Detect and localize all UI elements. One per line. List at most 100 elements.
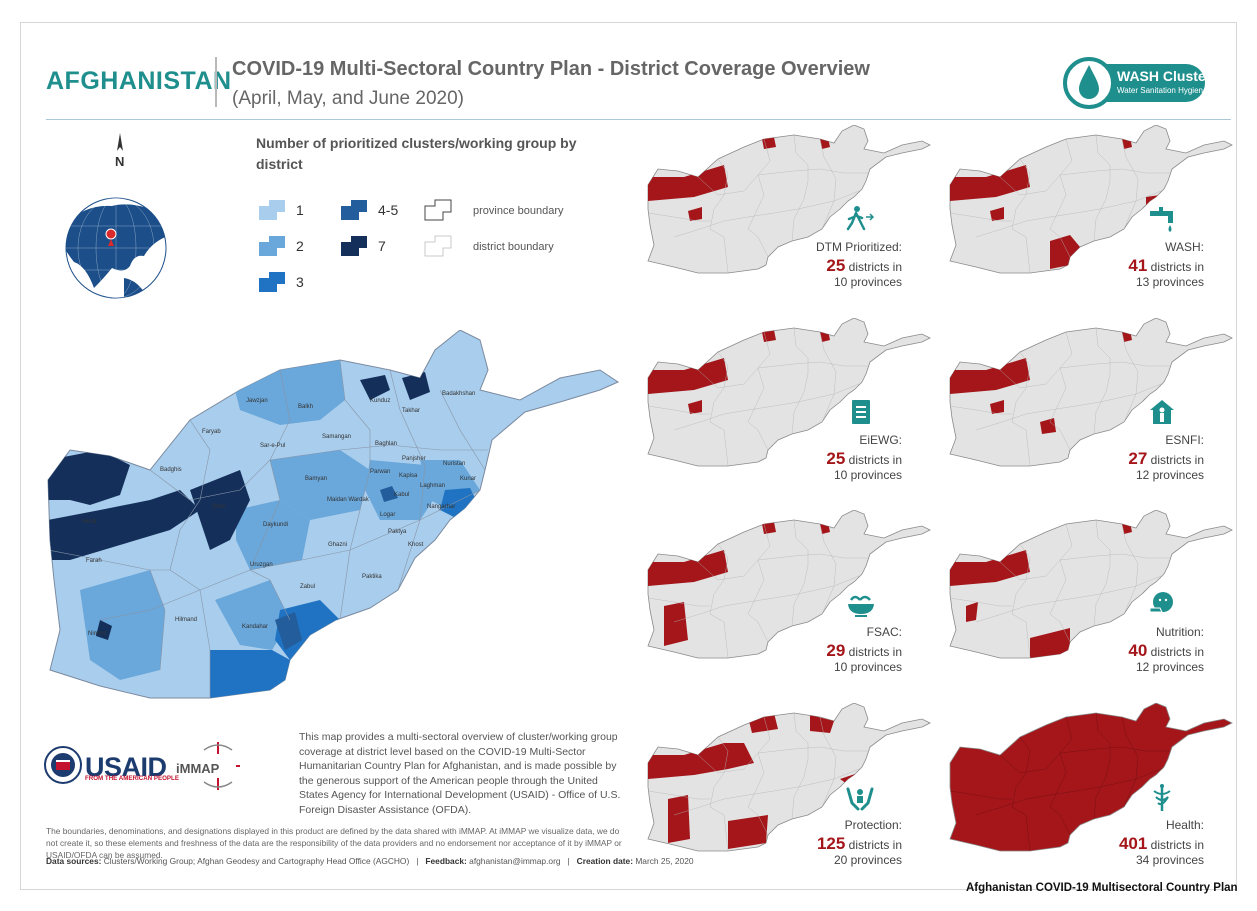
mini-map-5 — [949, 510, 1233, 659]
mini-map-label-7: Health: — [1165, 818, 1204, 832]
mini-map-label-1: WASH: — [1165, 240, 1204, 254]
mini-map-count-4: 29 districts in 10 provinces — [770, 641, 902, 675]
label-kabul: Kabul — [394, 492, 409, 498]
label-takhar: Takhar — [402, 408, 420, 414]
wash-logo-banner — [1095, 64, 1205, 102]
mini-map-district-count-1: 41 — [1128, 256, 1148, 275]
mini-map-label-2: EiEWG: — [859, 433, 902, 447]
immap-logo: iMMAP — [176, 761, 220, 776]
mini-map-count-3: 27 districts in 12 provinces — [1072, 449, 1204, 483]
mini-map-districts-text-2: districts in — [848, 453, 902, 467]
label-logar: Logar — [380, 512, 395, 518]
mini-map-provinces-5: 12 provinces — [1135, 660, 1204, 674]
map-description: This map provides a multi-sectoral overv… — [299, 731, 621, 816]
usaid-tagline: FROM THE AMERICAN PEOPLE — [85, 775, 179, 782]
label-nimroz: Nimroz — [88, 631, 107, 637]
mini-map-districts-text-6: districts in — [848, 838, 902, 852]
feedback-label: Feedback: — [425, 856, 467, 866]
mini-map-district-count-4: 29 — [826, 641, 846, 660]
mini-map-count-5: 40 districts in 12 provinces — [1072, 641, 1204, 675]
shelter-person-icon — [1150, 400, 1174, 424]
label-bamyan: Bamyan — [305, 476, 327, 482]
mini-map-count-2: 25 districts in 10 provinces — [770, 449, 902, 483]
label-faryab: Faryab — [202, 429, 221, 435]
label-zabul: Zabul — [300, 584, 315, 590]
label-ghor: Ghor — [212, 504, 225, 510]
mini-map-districts-text-5: districts in — [1150, 645, 1204, 659]
mini-map-provinces-0: 10 provinces — [833, 275, 902, 289]
mini-map-label-5: Nutrition: — [1155, 625, 1204, 639]
mini-map-district-count-7: 401 — [1118, 834, 1148, 853]
wash-logo-name: WASH Cluster — [1117, 68, 1212, 84]
mini-map-4 — [647, 510, 931, 659]
creation-date-label: Creation date: — [576, 856, 633, 866]
creation-date-value: March 25, 2020 — [635, 856, 694, 866]
label-kunar: Kunar — [460, 476, 476, 482]
label-kapisa: Kapisa — [399, 473, 418, 479]
mini-map-district-count-3: 27 — [1128, 449, 1148, 468]
label-badakhshan: Badakhshan — [442, 391, 475, 397]
mini-map-district-count-5: 40 — [1128, 641, 1148, 660]
label-sar-e-pul: Sar-e-Pul — [260, 443, 285, 449]
mini-map-provinces-6: 20 provinces — [833, 853, 902, 867]
label-samangan: Samangan — [322, 434, 351, 440]
legend-swatch-4-5 — [341, 200, 367, 220]
mini-map-provinces-2: 10 provinces — [833, 468, 902, 482]
label-herat: Herat — [82, 519, 97, 525]
legend-swatches — [259, 199, 452, 292]
mini-map-provinces-3: 12 provinces — [1135, 468, 1204, 482]
mini-map-3 — [949, 318, 1233, 467]
label-kunduz: Kunduz — [370, 398, 390, 404]
wash-logo-sub: Water Sanitation Hygiene — [1117, 86, 1208, 95]
sources-value: Clusters/Working Group; Afghan Geodesy a… — [103, 856, 410, 866]
label-hilmand: Hilmand — [175, 617, 197, 623]
province-boundaries — [48, 359, 488, 698]
legend-province-boundary — [424, 199, 452, 221]
page-title: COVID-19 Multi-Sectoral Country Plan - D… — [232, 58, 870, 80]
legend-swatch-7 — [341, 236, 367, 256]
mini-map-districts-text-3: districts in — [1150, 453, 1204, 467]
mini-map-districts-text-1: districts in — [1150, 260, 1204, 274]
label-maidan-wardak: Maidan Wardak — [327, 497, 370, 503]
usaid-seal-icon — [44, 746, 82, 784]
mini-map-districts-text-0: districts in — [848, 260, 902, 274]
north-arrow-icon — [117, 133, 123, 151]
mini-map-2 — [647, 318, 931, 467]
label-nangarhar: Nangarhar — [427, 504, 455, 510]
label-baghlan: Baghlan — [375, 441, 397, 447]
country-name: AFGHANISTAN — [46, 67, 232, 95]
mini-map-count-1: 41 districts in 13 provinces — [1072, 256, 1204, 290]
legend-swatch-3 — [259, 272, 285, 292]
mini-map-label-3: ESNFI: — [1165, 433, 1204, 447]
water-drop-icon — [1063, 57, 1113, 109]
feedback-value[interactable]: afghanistan@immap.org — [469, 856, 561, 866]
province-labels: Badakhshan Kunduz Takhar Jawzjan Balkh F… — [82, 391, 476, 637]
legend-label-7: 7 — [378, 238, 386, 254]
legend-label-3: 3 — [296, 274, 304, 290]
label-badghis: Badghis — [160, 467, 182, 473]
mini-map-district-count-2: 25 — [826, 449, 846, 468]
legend-label-2: 2 — [296, 238, 304, 254]
page-frame — [20, 22, 1237, 890]
mini-map-label-6: Protection: — [844, 818, 902, 832]
walking-person-icon — [846, 206, 875, 231]
district-fills — [48, 360, 480, 698]
label-panjsher: Panjsher — [402, 456, 426, 462]
legend-district-boundary — [424, 235, 452, 257]
label-nuristan: Nuristan — [443, 461, 465, 467]
legend-swatch-2 — [259, 236, 285, 256]
label-parwan: Parwan — [370, 469, 390, 475]
mini-map-count-6: 125 districts in 20 provinces — [770, 835, 902, 868]
mini-map-0 — [647, 125, 931, 274]
mini-map-districts-text-4: districts in — [848, 645, 902, 659]
legend-title: Number of prioritized clusters/working g… — [256, 135, 577, 172]
globe-locator-icon — [65, 197, 167, 299]
hands-protection-icon — [846, 787, 874, 811]
main-map: Badakhshan Kunduz Takhar Jawzjan Balkh F… — [47, 330, 619, 699]
data-sources-line: Data sources: Clusters/Working Group; Af… — [46, 856, 694, 866]
label-daykundi: Daykundi — [263, 522, 288, 528]
header-rule — [46, 119, 1231, 120]
mini-map-districts-text-7: districts in — [1150, 838, 1204, 852]
mini-map-6 — [647, 703, 931, 852]
north-label: N — [115, 154, 125, 169]
